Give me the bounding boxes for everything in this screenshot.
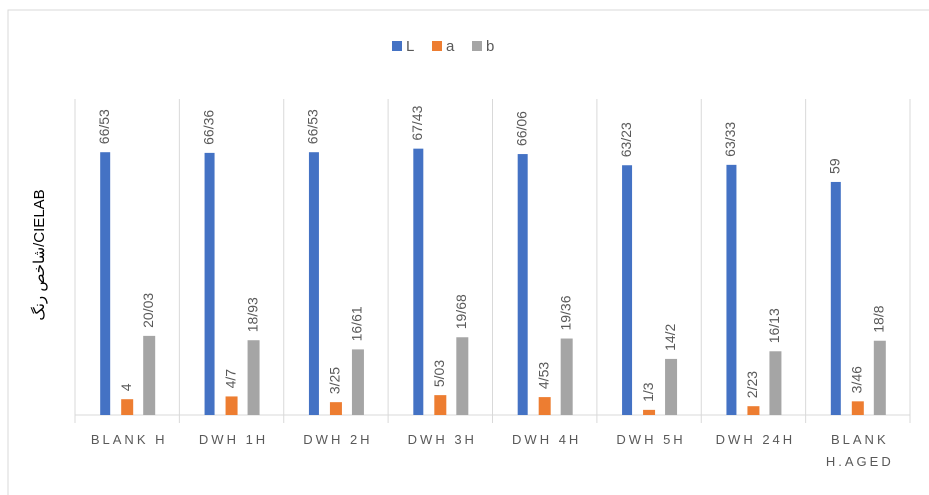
legend-swatch <box>392 41 402 51</box>
legend-label: b <box>486 38 494 55</box>
bar <box>143 335 156 415</box>
data-label: 20/03 <box>140 293 156 328</box>
data-label: 16/61 <box>349 306 365 341</box>
x-tick-label: DWH 2H <box>303 432 373 447</box>
bar <box>225 396 238 415</box>
legend-label: L <box>406 38 414 55</box>
data-label: 16/13 <box>766 308 782 343</box>
bar <box>456 337 469 415</box>
data-label: 67/43 <box>409 105 425 140</box>
bar <box>851 401 864 415</box>
data-label: 63/33 <box>722 122 738 157</box>
legend-swatch <box>432 41 442 51</box>
data-label: 4 <box>118 383 134 391</box>
data-label: 66/53 <box>305 109 321 144</box>
x-tick-label: DWH 3H <box>407 432 477 447</box>
data-label: 14/2 <box>662 323 678 350</box>
data-label: 2/23 <box>744 371 760 398</box>
data-label: 59 <box>827 158 843 174</box>
bar <box>538 397 551 415</box>
x-tick-label: BLANK H.AGED <box>825 432 894 469</box>
x-tick-label: DWH 24H <box>715 432 796 447</box>
bar <box>434 395 447 415</box>
bar <box>413 148 424 416</box>
bar <box>517 154 528 416</box>
bar <box>726 164 737 415</box>
bar <box>622 165 633 415</box>
data-label: 18/8 <box>871 305 887 332</box>
data-label: 63/23 <box>618 122 634 157</box>
bar <box>247 340 260 415</box>
bar <box>873 340 886 415</box>
data-label: 19/68 <box>453 294 469 329</box>
bar <box>351 349 364 415</box>
bar <box>204 152 215 416</box>
bar <box>747 406 760 415</box>
legend-label: a <box>446 38 455 55</box>
data-label: 3/25 <box>327 367 343 394</box>
data-label: 66/06 <box>513 111 529 146</box>
y-axis-label: شاخص رنگ/CIELAB <box>30 189 48 320</box>
bar <box>830 181 841 415</box>
data-label: 19/36 <box>557 295 573 330</box>
data-label: 66/53 <box>96 109 112 144</box>
bar <box>560 338 573 415</box>
bar <box>121 399 134 415</box>
data-label: 66/36 <box>200 110 216 145</box>
data-label: 4/7 <box>222 369 238 389</box>
bar <box>769 351 782 415</box>
bar <box>329 402 342 415</box>
chart-border <box>7 9 929 495</box>
bar <box>100 152 111 416</box>
data-label: 3/46 <box>849 366 865 393</box>
x-tick-label: DWH 5H <box>616 432 686 447</box>
x-tick-label: DWH 1H <box>198 432 269 447</box>
x-tick-label: DWH 4H <box>512 432 582 447</box>
legend-swatch <box>472 41 482 51</box>
bar <box>643 409 656 415</box>
data-label: 5/03 <box>431 360 447 387</box>
bar <box>308 152 319 416</box>
data-label: 4/53 <box>535 362 551 389</box>
data-label: 1/3 <box>640 382 656 402</box>
x-tick-label: BLANK H <box>90 432 168 447</box>
bar <box>665 358 678 415</box>
data-label: 18/93 <box>244 297 260 332</box>
